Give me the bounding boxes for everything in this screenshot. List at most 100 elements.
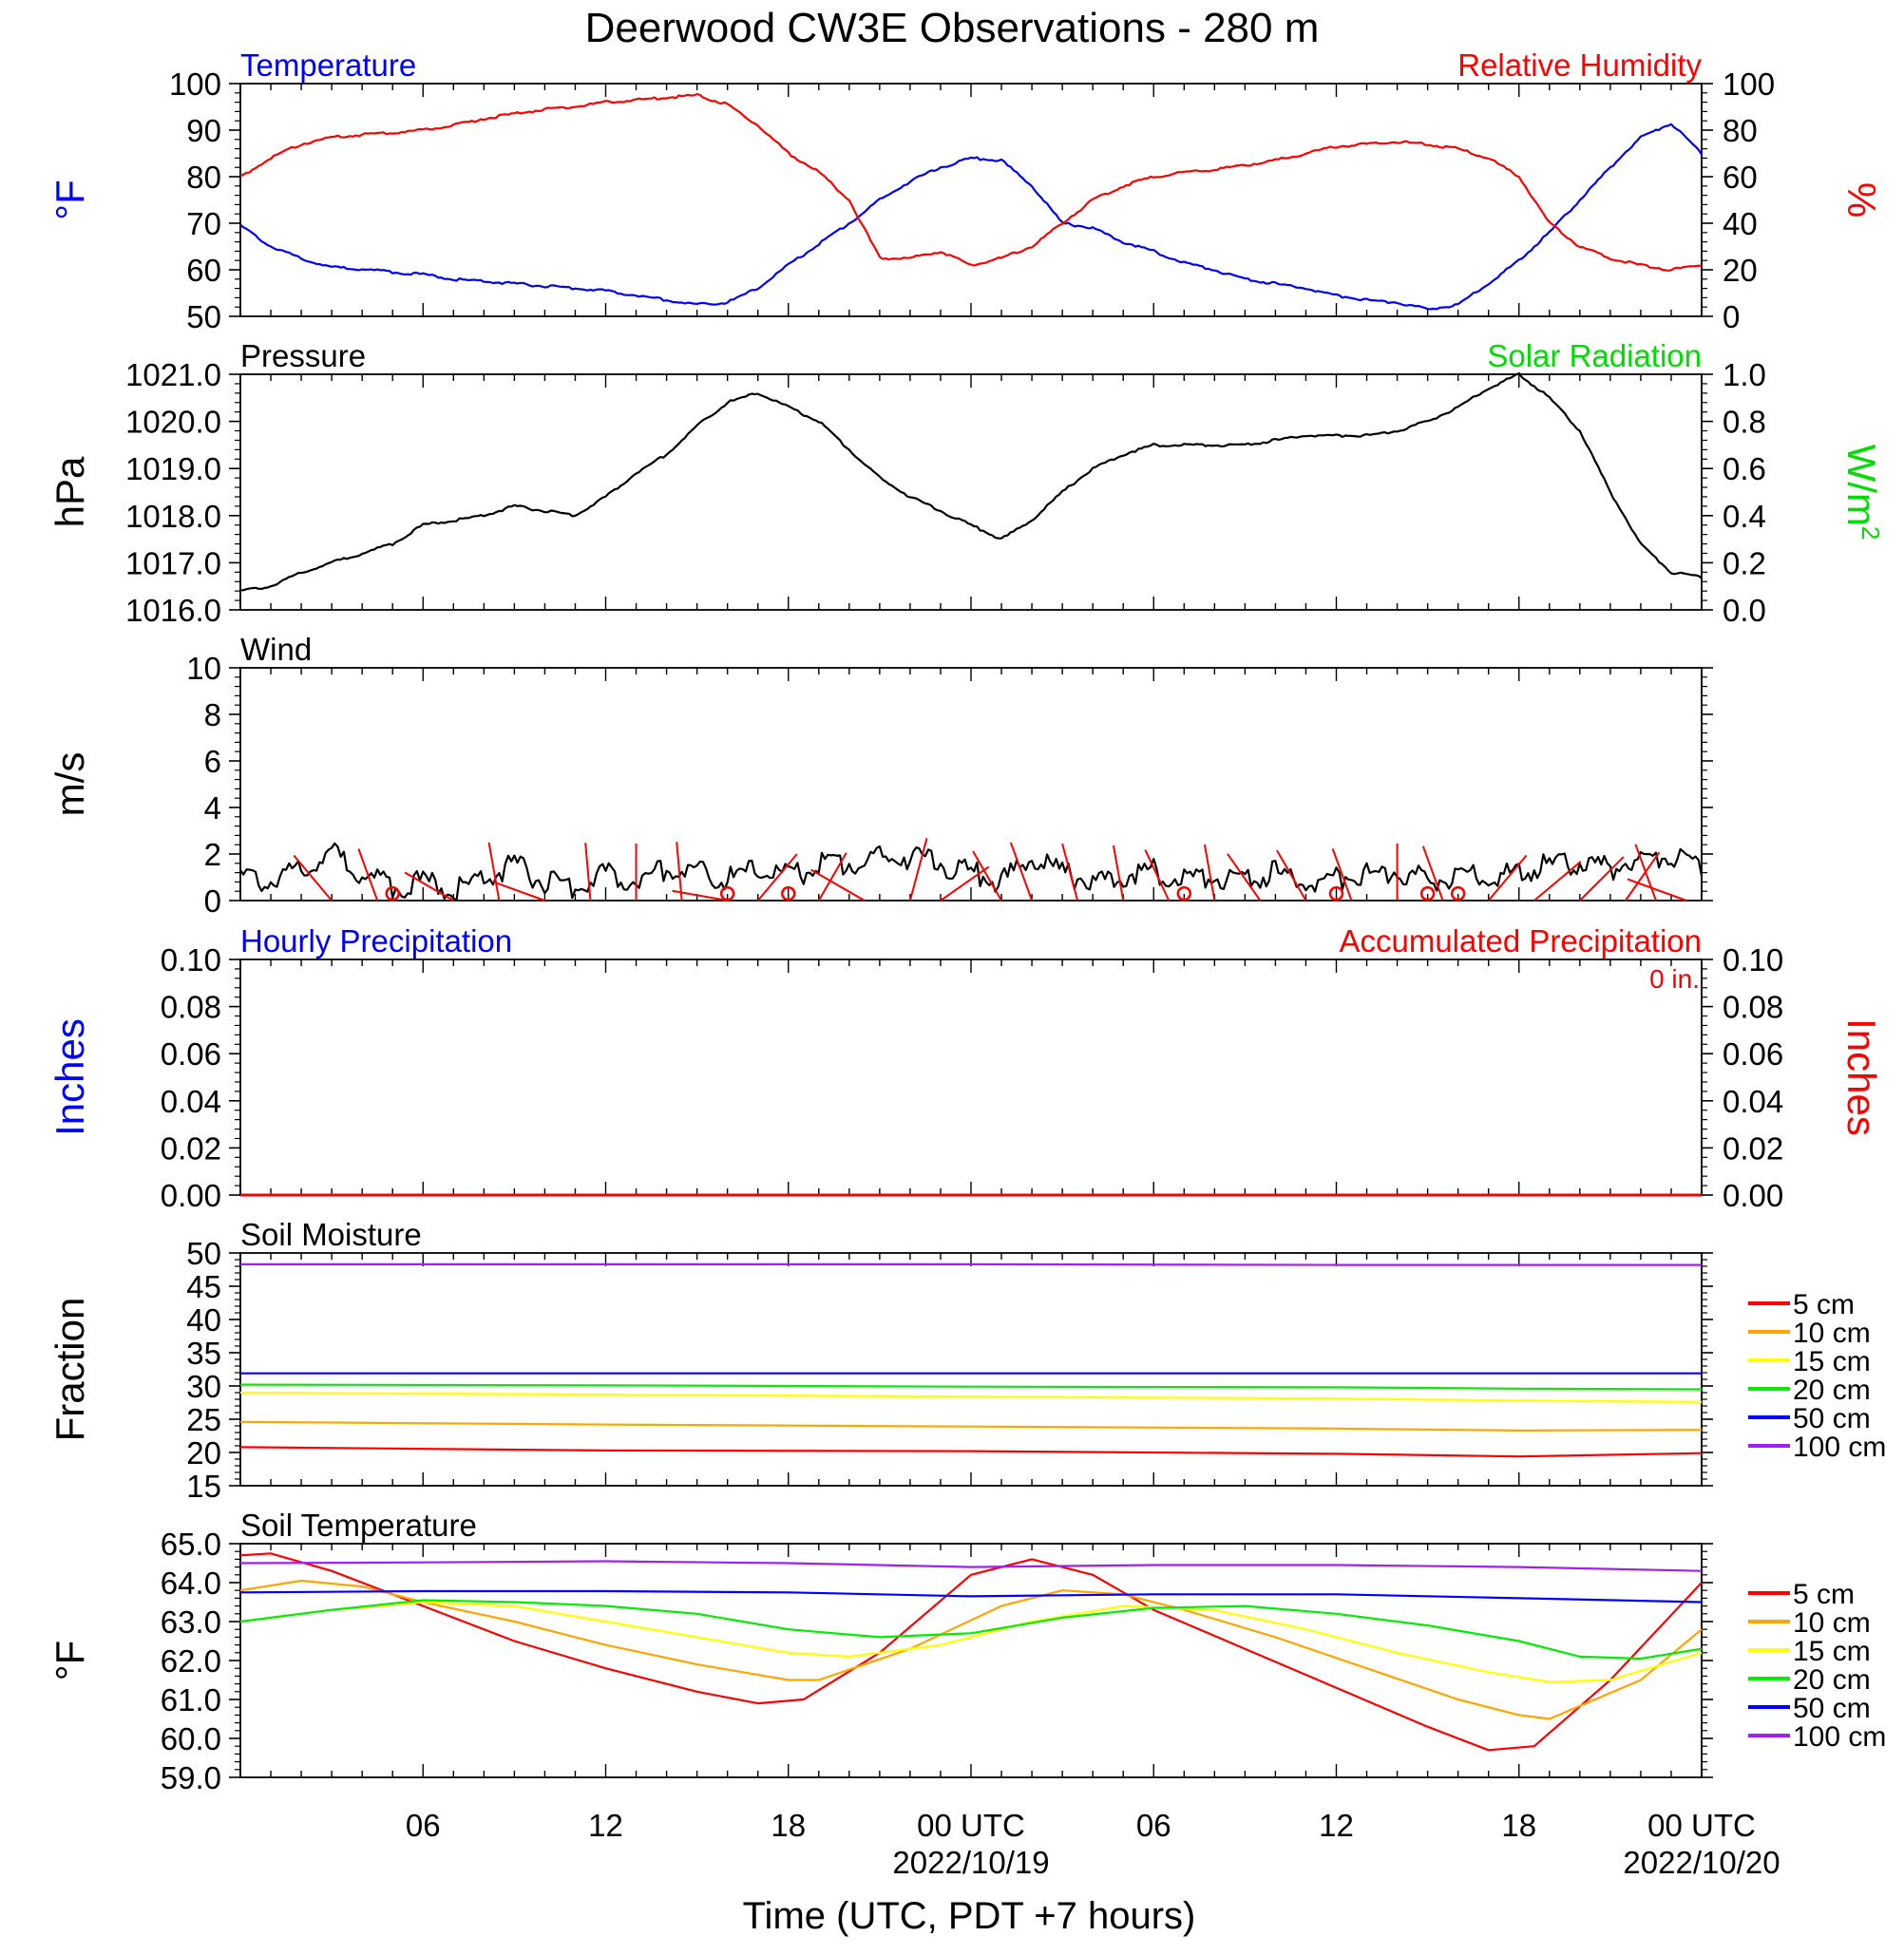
y-tick-label-left: 1016.0 xyxy=(125,593,221,628)
wind-barb xyxy=(1579,856,1625,902)
y-tick-label-left: 0.02 xyxy=(161,1130,221,1166)
series-line-50-cm xyxy=(239,1589,1703,1604)
y-tick-label-right: 0.4 xyxy=(1723,499,1766,534)
calm-wind-circle xyxy=(1176,885,1192,902)
y-axis-label-left: °F xyxy=(48,180,92,219)
wind-barb xyxy=(1276,849,1307,902)
y-tick-label-right: 0.06 xyxy=(1723,1036,1783,1072)
wind-barb xyxy=(972,850,1002,902)
legend-entry: 10 cm xyxy=(1793,1607,1871,1639)
wind-barb xyxy=(1331,848,1353,902)
panel-title-left: Soil Moisture xyxy=(240,1217,422,1252)
y-axis-label-left: hPa xyxy=(48,456,92,527)
wind-barb xyxy=(810,868,866,902)
y-tick-label-left: 30 xyxy=(186,1369,221,1404)
wind-barb xyxy=(293,854,333,902)
wind-barb xyxy=(584,843,592,902)
y-tick-label-left: 2 xyxy=(204,837,221,872)
y-axis-label-right: Inches xyxy=(1839,1018,1884,1136)
y-axis-label-left: Inches xyxy=(48,1018,92,1136)
legend-entry: 100 cm xyxy=(1793,1432,1886,1463)
panel-title-right: Accumulated Precipitation xyxy=(1339,923,1702,959)
y-tick-label-left: 1019.0 xyxy=(125,451,221,486)
wind-barb xyxy=(908,838,928,902)
series-line-wind xyxy=(239,842,1704,902)
y-tick-label-left: 60 xyxy=(186,253,221,288)
accumulated-total: 0 in. xyxy=(1649,964,1700,994)
y-tick-label-left: 0.08 xyxy=(161,990,221,1025)
wind-barb xyxy=(1144,849,1171,902)
series-line-15-cm xyxy=(239,1391,1703,1403)
legend-entry: 50 cm xyxy=(1793,1693,1871,1724)
calm-wind-circle xyxy=(1450,885,1466,902)
y-tick-label-left: 10 xyxy=(186,651,221,686)
y-tick-label-left: 15 xyxy=(186,1469,221,1504)
y-tick-label-right: 0.08 xyxy=(1723,990,1783,1025)
panel-title-left: Soil Temperature xyxy=(240,1508,477,1543)
wind-barb xyxy=(1487,854,1528,902)
wind-barb xyxy=(1061,843,1079,902)
y-tick-label-right: 0.2 xyxy=(1723,545,1766,580)
y-axis-label-right-sup: 2 xyxy=(1856,526,1885,540)
y-tick-label-right: 100 xyxy=(1723,66,1775,102)
y-tick-label-left: 100 xyxy=(169,66,221,102)
wind-barb xyxy=(676,842,683,902)
series-line-pressure xyxy=(240,371,1703,592)
y-tick-label-right: 20 xyxy=(1723,253,1758,288)
y-tick-label-right: 60 xyxy=(1723,160,1758,195)
legend-entry: 15 cm xyxy=(1793,1346,1871,1377)
wind-barb xyxy=(1227,853,1262,902)
series-line-100-cm xyxy=(240,1262,1702,1266)
series-line-20-cm xyxy=(239,1599,1703,1661)
panel-frame xyxy=(239,1543,1703,1778)
wind-barb xyxy=(1421,845,1444,902)
y-tick-label-left: 50 xyxy=(186,1236,221,1271)
legend-entry: 20 cm xyxy=(1793,1664,1871,1696)
y-tick-label-left: 0.00 xyxy=(161,1178,221,1213)
wind-barb xyxy=(1625,851,1661,902)
panel-title-right: Solar Radiation xyxy=(1487,338,1702,373)
y-axis-label-left: Fraction xyxy=(48,1298,92,1442)
wind-barb xyxy=(817,852,847,902)
wind-barb xyxy=(1634,844,1657,902)
wind-barb xyxy=(1203,844,1216,902)
x-tick-label: 12 xyxy=(1319,1808,1354,1843)
calm-wind-circle xyxy=(781,885,796,902)
wind-barb xyxy=(756,853,798,902)
y-tick-label-right: 0.0 xyxy=(1723,593,1766,628)
y-tick-label-left: 45 xyxy=(186,1269,221,1304)
wind-barb xyxy=(357,848,379,902)
wind-barb xyxy=(487,842,501,902)
series-line-temperature xyxy=(239,123,1703,311)
panel-title-left: Pressure xyxy=(240,338,366,373)
legend-entry: 50 cm xyxy=(1793,1403,1871,1434)
y-tick-label-right: 0.8 xyxy=(1723,405,1766,440)
y-tick-label-left: 4 xyxy=(204,790,221,826)
wind-barb xyxy=(1627,878,1687,902)
panel-frame xyxy=(239,83,1703,317)
calm-wind-circle xyxy=(1328,885,1344,902)
y-tick-label-right: 0.6 xyxy=(1723,451,1766,486)
series-line-20-cm xyxy=(239,1383,1703,1391)
wind-barb xyxy=(404,871,454,902)
calm-wind-circle xyxy=(1419,885,1436,902)
y-axis-label-right: W/m2 xyxy=(1839,445,1885,541)
x-tick-label: 00 UTC xyxy=(917,1808,1025,1843)
y-tick-label-left: 65.0 xyxy=(161,1527,221,1562)
x-tick-label: 06 xyxy=(406,1808,441,1843)
x-tick-label: 18 xyxy=(1501,1808,1536,1843)
legend-entry: 5 cm xyxy=(1793,1579,1855,1610)
chart-title: Deerwood CW3E Observations - 280 m xyxy=(585,5,1320,51)
y-tick-label-left: 25 xyxy=(186,1402,221,1437)
y-tick-label-left: 0 xyxy=(204,883,221,919)
y-tick-label-right: 40 xyxy=(1723,206,1758,241)
panel-frame xyxy=(239,959,1703,1196)
y-tick-label-left: 61.0 xyxy=(161,1682,221,1718)
legend-entry: 20 cm xyxy=(1793,1375,1871,1406)
series-line-15-cm xyxy=(239,1601,1703,1683)
